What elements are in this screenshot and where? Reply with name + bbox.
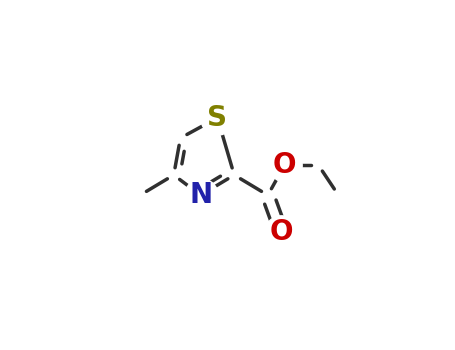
Text: O: O: [269, 218, 293, 246]
Text: N: N: [189, 181, 212, 209]
Text: S: S: [207, 104, 228, 132]
Text: O: O: [273, 151, 296, 179]
